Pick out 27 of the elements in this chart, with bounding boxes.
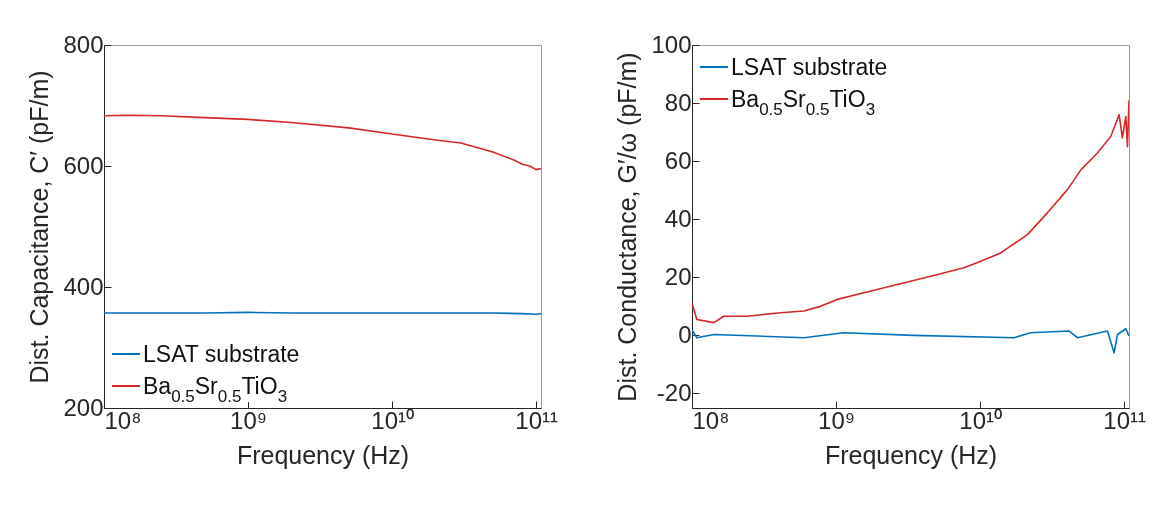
y-axis-title: Dist. Conductance, G′/ω (pF/m) xyxy=(613,52,642,402)
legend-label: LSAT substrate xyxy=(143,340,300,369)
y-tick-label: -20 xyxy=(656,378,692,406)
x-tick-label: 10¹⁰ xyxy=(959,406,1002,434)
y-tick-label: 800 xyxy=(63,30,104,58)
x-axis-title: Frequency (Hz) xyxy=(236,440,410,469)
legend-label: Ba$_{0.5}$Sr$_{0.5}$TiO$_{3}$ xyxy=(143,372,288,406)
y-tick-label: 40 xyxy=(664,204,692,232)
y-tick-label: 600 xyxy=(63,151,104,179)
y-tick-label: 200 xyxy=(63,393,104,421)
x-tick-label: 10⁸ xyxy=(692,406,730,434)
legend-label: LSAT substrate xyxy=(731,53,888,82)
y-tick-label: 100 xyxy=(651,30,692,58)
x-tick-label: 10⁸ xyxy=(104,406,142,434)
y-tick-label: 20 xyxy=(664,262,692,290)
y-tick-label: 60 xyxy=(664,146,692,174)
x-tick-label: 10¹¹ xyxy=(515,406,559,434)
y-tick-label: 80 xyxy=(664,88,692,116)
x-tick-label: 10¹⁰ xyxy=(371,406,414,434)
x-tick-label: 10⁹ xyxy=(230,406,268,434)
legend-label: Ba$_{0.5}$Sr$_{0.5}$TiO$_{3}$ xyxy=(731,85,876,119)
y-axis-title: Dist. Capacitance, C′ (pF/m) xyxy=(25,70,54,384)
y-tick-label: 400 xyxy=(63,272,104,300)
y-tick-label: 0 xyxy=(678,320,692,348)
x-axis-title: Frequency (Hz) xyxy=(824,440,998,469)
x-tick-label: 10¹¹ xyxy=(1103,406,1147,434)
x-tick-label: 10⁹ xyxy=(818,406,856,434)
